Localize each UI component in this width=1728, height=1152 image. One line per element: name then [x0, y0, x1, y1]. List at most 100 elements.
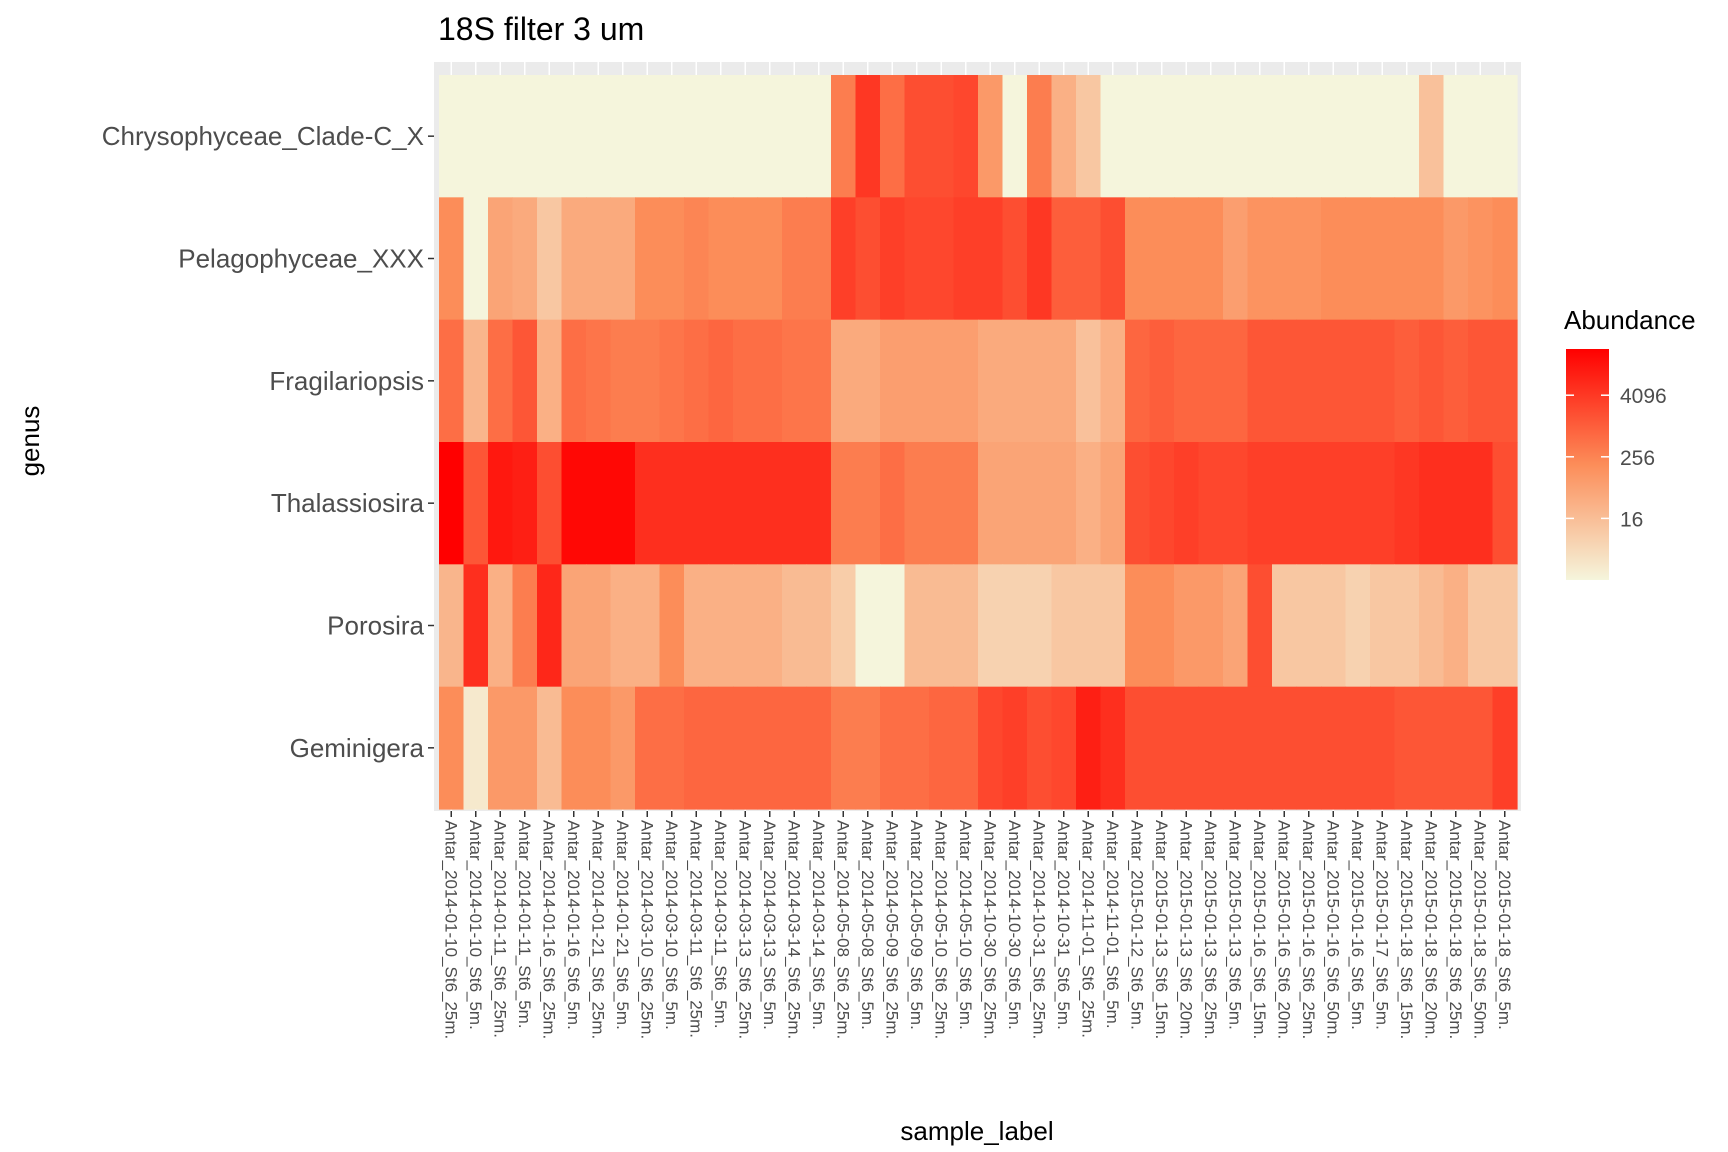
heatmap-cell — [708, 442, 734, 565]
heatmap-cell — [1198, 197, 1224, 321]
heatmap-cell — [1174, 442, 1200, 565]
x-tick-label: Antar_2014-05-10_St6_5m. — [956, 820, 975, 1030]
x-tick-label: Antar_2014-05-08_St6_5m. — [858, 820, 877, 1030]
heatmap-cell — [1027, 319, 1053, 443]
heatmap-cell — [561, 197, 587, 321]
x-tick-label: Antar_2014-11-01_St6_5m. — [1103, 820, 1122, 1029]
heatmap-cell — [463, 75, 489, 198]
heatmap-cell — [512, 442, 538, 565]
heatmap-cell — [1345, 564, 1371, 688]
x-tick-label: Antar_2015-01-16_St6_25m. — [1299, 820, 1318, 1039]
heatmap-cell — [855, 75, 881, 198]
heatmap-cell — [1272, 75, 1298, 198]
heatmap-cell — [1492, 442, 1518, 565]
heatmap-cell — [929, 75, 955, 198]
heatmap-cell — [1468, 686, 1494, 810]
heatmap-cell — [1125, 564, 1151, 688]
y-tick-label: Thalassiosira — [271, 488, 425, 518]
heatmap-cell — [463, 564, 489, 688]
heatmap-cell — [586, 442, 612, 565]
heatmap-cell — [708, 197, 734, 321]
heatmap-cell — [586, 197, 612, 321]
heatmap-cell — [684, 319, 710, 443]
heatmap-cell — [757, 564, 783, 688]
heatmap-cell — [586, 319, 612, 443]
heatmap-cell — [855, 564, 881, 688]
heatmap-cell — [1345, 686, 1371, 810]
heatmap-cell — [1149, 686, 1175, 810]
heatmap-cell — [1174, 686, 1200, 810]
y-tick-label: Porosira — [327, 611, 424, 641]
heatmap-cell — [1394, 319, 1420, 443]
heatmap-cell — [1370, 564, 1396, 688]
x-tick-label: Antar_2014-01-16_St6_5m. — [564, 820, 583, 1030]
heatmap-cell — [537, 442, 563, 565]
heatmap-cell — [978, 75, 1004, 198]
heatmap-cell — [488, 442, 514, 565]
heatmap-cell — [463, 686, 489, 810]
x-tick-label: Antar_2015-01-17_St6_5m. — [1372, 820, 1391, 1030]
heatmap-cell — [512, 197, 538, 321]
heatmap-cell — [1100, 564, 1126, 688]
heatmap-cell — [1223, 319, 1249, 443]
heatmap-cell — [708, 686, 734, 810]
x-tick-label: Antar_2014-03-13_St6_5m. — [760, 820, 779, 1030]
x-tick-label: Antar_2014-01-11_St6_25m. — [490, 820, 509, 1038]
heatmap-cell — [929, 686, 955, 810]
heatmap-cell — [1443, 75, 1469, 198]
heatmap-cell — [1296, 442, 1322, 565]
heatmap-cell — [806, 75, 832, 198]
heatmap-cell — [782, 75, 808, 198]
heatmap-cell — [904, 686, 930, 810]
x-tick-label: Antar_2015-01-18_St6_20m. — [1421, 820, 1440, 1039]
heatmap-cell — [684, 442, 710, 565]
heatmap-cell — [610, 686, 636, 810]
heatmap-cell — [1051, 564, 1077, 688]
heatmap-cell — [659, 75, 685, 198]
heatmap-cell — [1370, 75, 1396, 198]
heatmap-cell — [904, 564, 930, 688]
heatmap-cell — [586, 75, 612, 198]
heatmap-cell — [1443, 319, 1469, 443]
legend: Abundance 16 256 4096 — [1564, 305, 1696, 580]
heatmap-cell — [1443, 442, 1469, 565]
heatmap-cell — [1076, 564, 1102, 688]
x-tick-label: Antar_2015-01-18_St6_25m. — [1446, 820, 1465, 1039]
heatmap-cell — [1002, 75, 1028, 198]
heatmap-cell — [684, 564, 710, 688]
heatmap-cell — [1370, 686, 1396, 810]
heatmap-cell — [782, 564, 808, 688]
heatmap-cell — [1296, 686, 1322, 810]
heatmap-cell — [1002, 564, 1028, 688]
heatmap-cell — [880, 564, 906, 688]
heatmap-cell — [1125, 75, 1151, 198]
heatmap-cell — [757, 75, 783, 198]
x-tick-label: Antar_2014-03-11_St6_5m. — [711, 820, 730, 1029]
x-tick-label: Antar_2014-03-14_St6_5m. — [809, 820, 828, 1030]
heatmap-cell — [1125, 442, 1151, 565]
heatmap-cell — [904, 197, 930, 321]
heatmap-cell — [659, 197, 685, 321]
x-tick-label: Antar_2014-01-16_St6_25m. — [539, 820, 558, 1039]
heatmap-cell — [659, 686, 685, 810]
x-tick-label: Antar_2014-01-21_St6_5m. — [613, 820, 632, 1030]
heatmap-cell — [1174, 564, 1200, 688]
heatmap-cell — [1394, 686, 1420, 810]
heatmap-cell — [1002, 197, 1028, 321]
heatmap-cell — [831, 197, 857, 321]
legend-tick-label: 4096 — [1620, 385, 1667, 408]
heatmap-cell — [1198, 564, 1224, 688]
heatmap-cell — [537, 319, 563, 443]
heatmap-cell — [1051, 197, 1077, 321]
heatmap-cell — [806, 197, 832, 321]
x-tick-label: Antar_2014-10-30_St6_5m. — [1005, 820, 1024, 1030]
x-tick-label: Antar_2015-01-13_St6_25m. — [1201, 820, 1220, 1039]
heatmap-cell — [733, 75, 759, 198]
heatmap-cell — [904, 442, 930, 565]
x-tick-label: Antar_2014-01-21_St6_25m. — [588, 820, 607, 1039]
heatmap-cell — [1002, 442, 1028, 565]
heatmap-cell — [439, 197, 465, 321]
heatmap-cell — [904, 75, 930, 198]
heatmap-cell — [880, 197, 906, 321]
x-tick-label: Antar_2015-01-18_St6_15m. — [1397, 820, 1416, 1039]
